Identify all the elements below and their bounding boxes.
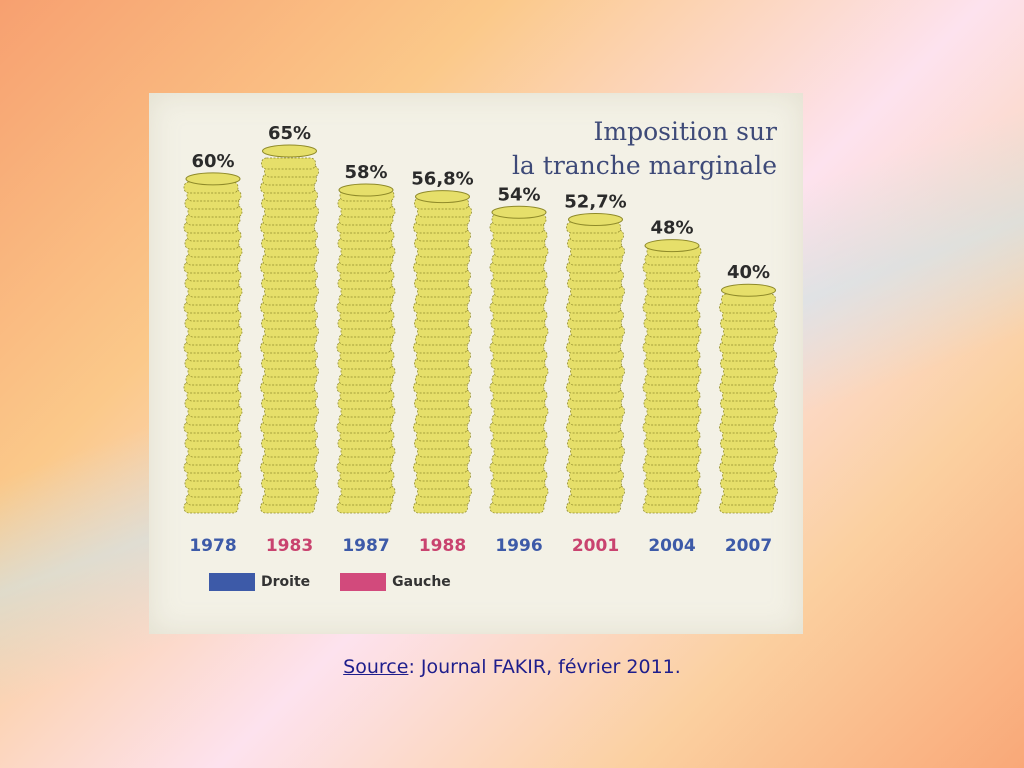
value-label-1987: 58% bbox=[344, 162, 387, 183]
value-label-1983: 65% bbox=[268, 123, 311, 144]
source-label: Source bbox=[343, 656, 409, 678]
legend-item-gauche: Gauche bbox=[340, 573, 451, 591]
value-label-2007: 40% bbox=[727, 262, 770, 283]
bar-1978 bbox=[183, 172, 243, 514]
category-label-2004: 2004 bbox=[648, 536, 695, 556]
legend-label-droite: Droite bbox=[261, 574, 311, 590]
bar-1988 bbox=[413, 190, 472, 514]
bar-1983 bbox=[260, 144, 319, 514]
chart-title: Imposition sur la tranche marginale bbox=[457, 115, 777, 183]
category-label-1988: 1988 bbox=[419, 536, 466, 556]
legend-swatch-gauche bbox=[340, 573, 387, 591]
legend-swatch-droite bbox=[209, 573, 255, 591]
category-label-2001: 2001 bbox=[572, 536, 619, 556]
category-label-1983: 1983 bbox=[266, 536, 313, 556]
chart-title-line-1: Imposition sur bbox=[593, 117, 777, 146]
chart-panel: Imposition sur la tranche marginale 60% 1… bbox=[149, 93, 803, 634]
bar-2001 bbox=[566, 213, 625, 514]
value-label-1978: 60% bbox=[191, 151, 234, 172]
value-label-2001: 52,7% bbox=[564, 192, 626, 213]
bar-2004 bbox=[642, 239, 702, 514]
legend-item-droite: Droite bbox=[209, 573, 310, 591]
category-label-1987: 1987 bbox=[342, 536, 389, 556]
value-label-1988: 56,8% bbox=[411, 169, 473, 190]
category-label-1978: 1978 bbox=[189, 536, 236, 556]
value-label-2004: 48% bbox=[650, 218, 693, 239]
source-text: : Journal FAKIR, février 2011. bbox=[408, 656, 681, 678]
category-label-1996: 1996 bbox=[495, 536, 542, 556]
bar-2007 bbox=[719, 283, 778, 514]
chart-title-line-2: la tranche marginale bbox=[511, 151, 777, 180]
bar-1996 bbox=[489, 205, 549, 514]
bar-1987 bbox=[336, 183, 396, 514]
source-caption: Source: Journal FAKIR, février 2011. bbox=[0, 656, 1024, 678]
legend-label-gauche: Gauche bbox=[392, 574, 451, 590]
legend: Droite Gauche bbox=[209, 573, 469, 591]
category-label-2007: 2007 bbox=[725, 536, 772, 556]
value-label-1996: 54% bbox=[497, 184, 540, 205]
coin-bar-chart: 60% 1978 65% 1983 58% 1987 56,8% 1988 54% 1996 52,… bbox=[183, 123, 778, 556]
